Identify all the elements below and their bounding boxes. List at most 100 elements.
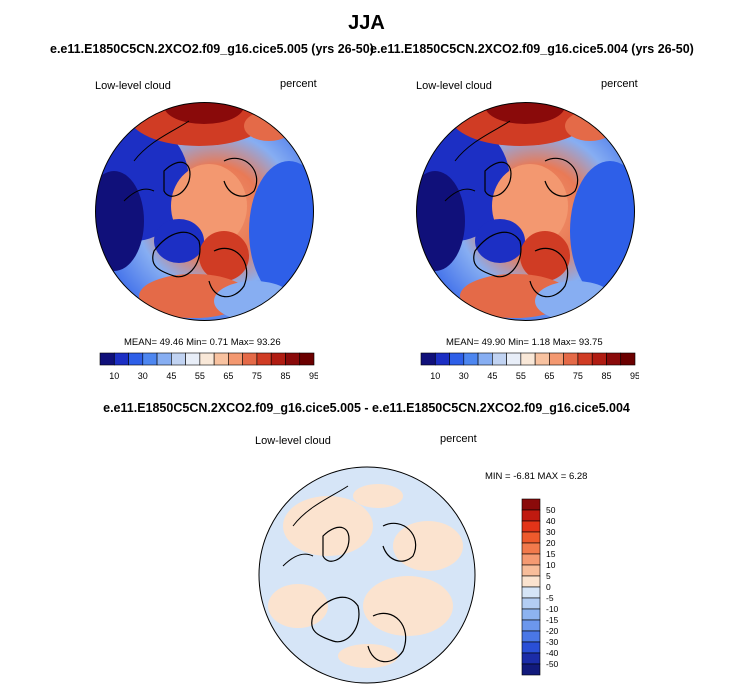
panel-1-stats: MEAN= 49.46 Min= 0.71 Max= 93.26 bbox=[124, 337, 281, 348]
figure-title: JJA bbox=[348, 12, 385, 34]
colorbar-tick-label: 10 bbox=[430, 371, 440, 381]
colorbar-tick-label: 85 bbox=[280, 371, 290, 381]
colorbar-box bbox=[521, 597, 541, 610]
colorbar-box bbox=[477, 352, 493, 366]
high-cloud-region bbox=[199, 231, 249, 281]
colorbar-box bbox=[534, 352, 550, 366]
colorbar-box bbox=[199, 352, 215, 366]
colorbar-tick-label: 75 bbox=[573, 371, 583, 381]
colorbar-box bbox=[620, 352, 636, 366]
colorbar-box bbox=[113, 352, 129, 366]
mid-cloud-region bbox=[214, 281, 294, 321]
min-value: 1.18 bbox=[531, 337, 551, 348]
colorbar-box bbox=[299, 352, 315, 366]
coastline bbox=[473, 231, 522, 278]
difference-variable-label: Low-level cloud bbox=[255, 435, 331, 447]
colorbar-box bbox=[521, 542, 541, 555]
colorbar-box bbox=[171, 352, 186, 366]
colorbar-box bbox=[591, 352, 607, 366]
colorbar-box bbox=[242, 352, 258, 366]
coastline bbox=[208, 247, 248, 298]
colorbar-box bbox=[521, 663, 541, 676]
colorbar-box bbox=[142, 352, 158, 366]
positive-difference-region bbox=[268, 584, 328, 628]
colorbar-panel-1: 10 30 45 55 65 75 85 95 bbox=[99, 352, 318, 381]
colorbar-box bbox=[521, 652, 541, 665]
colorbar-tick-label: -40 bbox=[546, 648, 559, 658]
coastline bbox=[484, 161, 512, 197]
colorbar-tick-label: 55 bbox=[516, 371, 526, 381]
colorbar-box bbox=[420, 352, 436, 366]
colorbar-box bbox=[213, 352, 229, 366]
colorbar-box bbox=[128, 352, 144, 366]
min-value: 0.71 bbox=[209, 337, 229, 348]
polar-map-difference bbox=[258, 466, 476, 684]
colorbar-box bbox=[521, 564, 541, 577]
positive-difference-region bbox=[363, 576, 453, 636]
polar-map-case-005 bbox=[95, 102, 314, 321]
colorbar-box bbox=[285, 352, 301, 366]
difference-title: e.e11.E1850C5CN.2XCO2.f09_g16.cice5.005 … bbox=[103, 401, 630, 415]
colorbar-tick-label: 10 bbox=[109, 371, 119, 381]
colorbar-tick-label: 85 bbox=[601, 371, 611, 381]
colorbar-tick-label: 65 bbox=[544, 371, 554, 381]
panel-2-units-label: percent bbox=[601, 78, 638, 90]
colorbar-box bbox=[563, 352, 579, 366]
colorbar-box bbox=[521, 619, 541, 632]
colorbar-box bbox=[156, 352, 172, 366]
colorbar-box bbox=[521, 630, 541, 643]
mid-cloud-region bbox=[535, 281, 615, 321]
colorbar-box bbox=[270, 352, 286, 366]
colorbar-box bbox=[521, 575, 541, 588]
coastline bbox=[444, 120, 511, 202]
min-label: MIN = bbox=[485, 471, 511, 482]
coastline bbox=[123, 120, 190, 202]
difference-minmax: MIN = -6.81 MAX = 6.28 bbox=[485, 471, 587, 482]
colorbar-tick-label: 65 bbox=[223, 371, 233, 381]
polar-map-case-004 bbox=[416, 102, 635, 321]
coastline bbox=[282, 485, 349, 567]
max-value: 93.75 bbox=[578, 337, 603, 348]
coastline bbox=[367, 612, 407, 663]
colorbar-box bbox=[577, 352, 593, 366]
colorbar-box bbox=[228, 352, 243, 366]
colorbar-box bbox=[521, 608, 541, 621]
panel-2-variable-label: Low-level cloud bbox=[416, 80, 492, 92]
colorbar-tick-label: 75 bbox=[252, 371, 262, 381]
high-cloud-region bbox=[164, 102, 244, 124]
coastline bbox=[311, 596, 360, 643]
colorbar-tick-label: 30 bbox=[546, 527, 556, 537]
panel-2-case-title: e.e11.E1850C5CN.2XCO2.f09_g16.cice5.004 … bbox=[370, 42, 694, 56]
positive-difference-region bbox=[353, 484, 403, 508]
max-value: 93.26 bbox=[256, 337, 281, 348]
panel-1-case-title: e.e11.E1850C5CN.2XCO2.f09_g16.cice5.005 … bbox=[50, 42, 374, 56]
colorbar-tick-label: 95 bbox=[309, 371, 318, 381]
coastline bbox=[529, 247, 569, 298]
mean-label: MEAN= bbox=[124, 337, 157, 348]
colorbar-box bbox=[521, 531, 541, 544]
colorbar-box bbox=[492, 352, 507, 366]
colorbar-box bbox=[521, 498, 541, 511]
positive-difference-region bbox=[393, 521, 463, 571]
colorbar-box bbox=[606, 352, 622, 366]
colorbar-tick-label: 5 bbox=[546, 571, 551, 581]
high-cloud-region bbox=[485, 102, 565, 124]
colorbar-tick-label: 95 bbox=[630, 371, 639, 381]
max-label: Max= bbox=[552, 337, 577, 348]
mean-value: 49.46 bbox=[159, 337, 184, 348]
colorbar-tick-label: 45 bbox=[487, 371, 497, 381]
colorbar-box bbox=[434, 352, 450, 366]
colorbar-tick-label: -20 bbox=[546, 626, 559, 636]
panel-1-variable-label: Low-level cloud bbox=[95, 80, 171, 92]
colorbar-tick-label: 50 bbox=[546, 505, 556, 515]
colorbar-tick-label: 0 bbox=[546, 582, 551, 592]
colorbar-tick-label: -30 bbox=[546, 637, 559, 647]
high-cloud-region bbox=[565, 111, 615, 141]
colorbar-box bbox=[506, 352, 522, 366]
colorbar-box bbox=[256, 352, 272, 366]
mean-label: MEAN= bbox=[446, 337, 479, 348]
colorbar-tick-label: -50 bbox=[546, 659, 559, 669]
low-cloud-region bbox=[154, 219, 204, 263]
colorbar-box bbox=[449, 352, 465, 366]
colorbar-box bbox=[521, 586, 541, 599]
